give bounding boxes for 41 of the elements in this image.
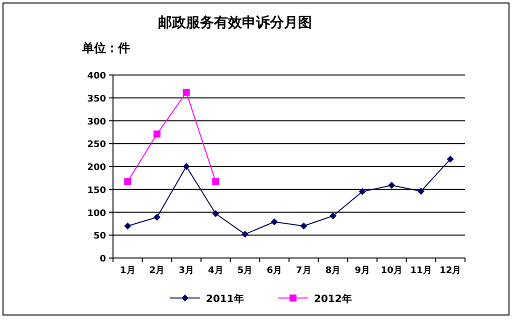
point (212, 178, 220, 186)
ytick: 150 (87, 186, 106, 196)
ytick: 300 (87, 117, 106, 128)
point (182, 88, 190, 96)
point (358, 188, 366, 196)
xtick: 12月 (440, 266, 462, 276)
ytick: 0 (100, 254, 106, 264)
point (446, 156, 454, 163)
point (418, 188, 424, 195)
ytick: 200 (87, 163, 106, 173)
ytick: 400 (87, 72, 106, 82)
ytick: 50 (93, 232, 106, 242)
point (124, 178, 132, 186)
ytick: 350 (87, 94, 106, 104)
point (242, 230, 248, 238)
legend: 2011年 (206, 294, 244, 305)
annotation: 单位：件 (82, 41, 130, 55)
xtick: 3月 (178, 266, 194, 276)
xtick: 8月 (325, 266, 341, 276)
point (154, 130, 160, 138)
xtick: 7月 (296, 266, 312, 276)
xtick: 1月 (120, 266, 136, 276)
ytick: 100 (87, 208, 106, 219)
xtick: 4月 (208, 266, 224, 276)
legend: 2012年 (314, 294, 352, 305)
point (124, 222, 132, 230)
xtick: 2月 (149, 266, 165, 276)
point (154, 214, 160, 221)
title: 邮政服务有效申诉分月图 (158, 15, 312, 31)
point (388, 182, 396, 189)
point (300, 222, 308, 230)
xtick: 10月 (380, 266, 402, 276)
ytick: 250 (87, 140, 106, 150)
point (212, 210, 220, 218)
xtick: 9月 (354, 266, 370, 276)
point (330, 212, 336, 220)
point (270, 218, 278, 226)
point (182, 163, 190, 170)
xtick: 5月 (237, 266, 253, 276)
xtick: 11月 (410, 266, 432, 276)
xtick: 6月 (266, 266, 282, 276)
